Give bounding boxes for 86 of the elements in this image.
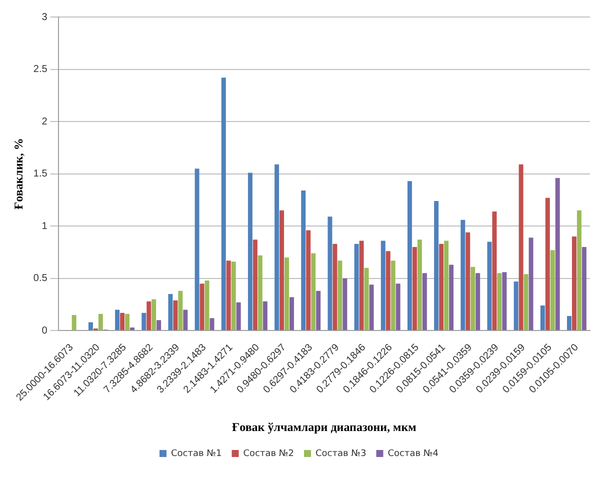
bar [262, 301, 268, 330]
bar [502, 272, 507, 330]
bar [248, 172, 252, 330]
y-axis-title: Ғоваклик, % [11, 138, 26, 210]
bar [301, 190, 306, 330]
bar [476, 273, 480, 330]
legend-label: Состав №4 [388, 448, 439, 459]
bar [342, 278, 348, 330]
bar [178, 290, 183, 330]
bar [226, 260, 231, 330]
y-tick-label: 0 [42, 325, 48, 336]
bar [88, 322, 93, 330]
bar [528, 238, 534, 330]
bar [98, 314, 103, 330]
bar [125, 314, 130, 330]
bar [221, 78, 226, 330]
bar [252, 240, 258, 330]
bar [316, 290, 321, 330]
bar [359, 240, 364, 330]
bar [449, 264, 454, 330]
bar [545, 198, 550, 330]
bar [194, 168, 200, 330]
bar [444, 240, 449, 330]
bar [258, 255, 262, 330]
legend-label: Состав №3 [316, 448, 366, 459]
y-tick-label: 3 [42, 12, 48, 23]
y-tick-label: 1.5 [33, 168, 48, 180]
bar [231, 262, 236, 330]
bar [200, 284, 204, 330]
bar [412, 247, 417, 330]
bar [156, 320, 162, 330]
legend-label: Состав №1 [171, 448, 222, 459]
bar [386, 251, 390, 330]
bar [470, 266, 476, 330]
bar [566, 316, 572, 330]
legend-label: Состав №2 [243, 448, 294, 459]
bar [487, 242, 492, 330]
bar [152, 299, 156, 330]
x-axis-title: Ғовак ўлчамлари диапазони, мкм [232, 420, 416, 434]
bar [115, 310, 120, 330]
bar [572, 236, 576, 330]
bar [274, 164, 280, 330]
bar [576, 210, 582, 330]
bar [142, 312, 146, 330]
bar [460, 220, 466, 330]
y-tick-label: 2.5 [33, 64, 48, 76]
bar [332, 244, 338, 330]
bar [130, 328, 134, 330]
bar [204, 280, 210, 330]
bar [407, 181, 412, 330]
bar [290, 297, 294, 330]
bar [439, 244, 444, 330]
bar [183, 310, 188, 330]
bar [338, 260, 342, 330]
bar [146, 301, 152, 330]
bar [466, 232, 470, 330]
bar [550, 250, 555, 330]
bar [173, 300, 178, 330]
bar [492, 211, 497, 330]
y-tick-label: 1 [42, 220, 48, 232]
bar [120, 312, 125, 330]
bar [497, 273, 502, 330]
bar [540, 306, 545, 330]
bar [311, 253, 316, 330]
bar [306, 230, 311, 330]
bar [555, 178, 560, 330]
bar [236, 302, 241, 330]
bar [284, 257, 290, 330]
bar [72, 314, 76, 330]
bar [396, 284, 400, 330]
bar [514, 282, 518, 330]
bar [390, 260, 396, 330]
bar [518, 164, 524, 330]
bar [434, 201, 439, 330]
y-tick-label: 0.5 [33, 273, 48, 284]
bar [328, 216, 332, 330]
bar [380, 240, 386, 330]
bar [417, 240, 422, 330]
bar [280, 210, 284, 330]
bar [354, 244, 359, 330]
bar [364, 268, 369, 330]
bar [422, 273, 427, 330]
y-tick-label: 2 [42, 116, 48, 128]
bar [582, 247, 586, 330]
bar [168, 294, 173, 330]
bar [524, 274, 528, 330]
